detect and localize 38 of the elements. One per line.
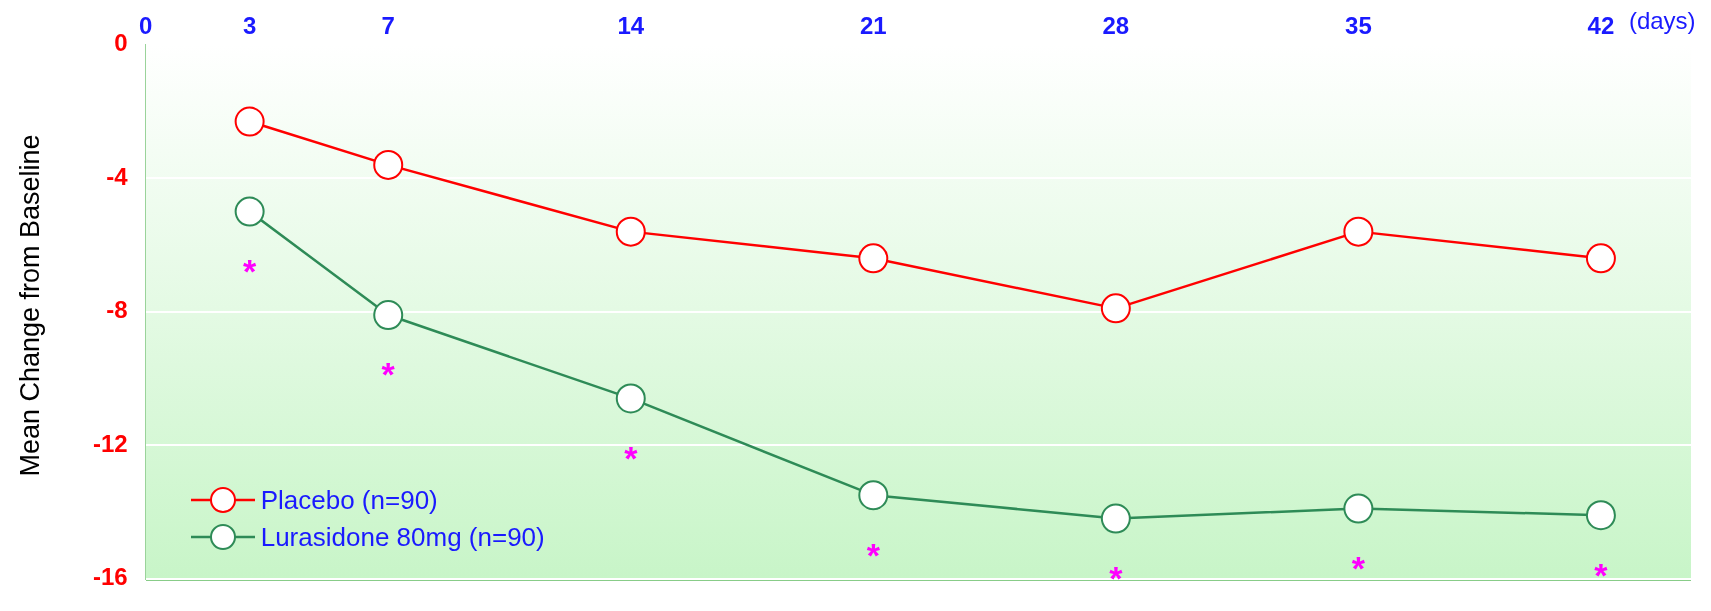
annotation: *: [1594, 555, 1609, 594]
x-tick-label: 3: [242, 12, 257, 40]
point: [1585, 243, 1616, 274]
x-tick-label: 14: [617, 12, 645, 40]
x-tick-label: 21: [859, 12, 887, 40]
point: [1343, 493, 1374, 524]
annotation: *: [1109, 558, 1124, 597]
y-tick-label: -12: [93, 429, 128, 457]
x-tick-label: 28: [1102, 12, 1130, 40]
x-tick-label: 42: [1587, 12, 1615, 40]
annotation: *: [381, 355, 396, 394]
point: [373, 300, 404, 331]
y-axis-title: Mean Change from Baseline: [14, 134, 46, 477]
point: [858, 243, 889, 274]
point: [1100, 293, 1131, 324]
x-tick-label: 0: [139, 12, 153, 40]
legend-label: Placebo (n=90): [260, 484, 438, 516]
point: [234, 106, 265, 137]
y-tick-label: -4: [106, 162, 129, 190]
y-tick-label: -8: [106, 296, 128, 324]
point: [373, 149, 404, 180]
x-axis-title: (days): [1628, 6, 1696, 35]
x-tick-label: 7: [381, 12, 395, 40]
point: [858, 480, 889, 511]
y-tick-label: -16: [93, 563, 128, 591]
annotation: *: [243, 251, 258, 290]
point: [615, 383, 646, 414]
point: [1585, 500, 1616, 531]
point: [234, 196, 265, 227]
point: [1343, 216, 1374, 247]
legend-label: Lurasidone 80mg (n=90): [260, 521, 545, 553]
point: [615, 216, 646, 247]
annotation: *: [624, 438, 639, 477]
point: [1100, 503, 1131, 534]
annotation: *: [1351, 548, 1366, 587]
y-tick-label: 0: [114, 29, 128, 57]
x-tick-label: 35: [1345, 12, 1372, 40]
annotation: *: [866, 535, 881, 574]
